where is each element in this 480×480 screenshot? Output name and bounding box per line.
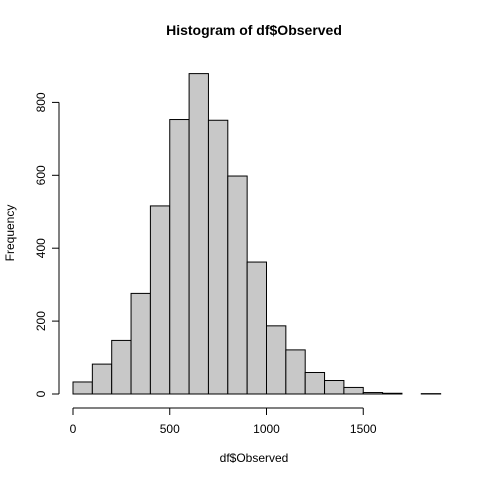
y-axis: 0 200 400 600 800 bbox=[34, 92, 60, 397]
histogram-bar-1200-1300 bbox=[304, 371, 326, 395]
x-tick-label: 500 bbox=[160, 422, 180, 436]
y-tick-label: 800 bbox=[34, 92, 48, 112]
histogram-bar-800-900 bbox=[227, 175, 248, 395]
histogram-bar-1600-1700 bbox=[382, 392, 403, 395]
x-axis-label: df$Observed bbox=[220, 451, 289, 465]
x-tick-label: 0 bbox=[70, 422, 77, 436]
y-tick-label: 600 bbox=[34, 165, 48, 185]
histogram-bar-1000-1100 bbox=[266, 325, 287, 395]
histogram-bar-1300-1400 bbox=[324, 380, 345, 395]
y-axis-label: Frequency bbox=[3, 205, 17, 262]
histogram-bar-1400-1500 bbox=[343, 386, 364, 395]
histogram-bar-900-1000 bbox=[246, 261, 267, 395]
chart-title: Histogram of df$Observed bbox=[166, 22, 342, 38]
histogram-bar-1100-1200 bbox=[285, 349, 306, 395]
y-tick-label: 200 bbox=[34, 311, 48, 331]
histogram-bars bbox=[72, 73, 442, 395]
histogram-bar-700-800 bbox=[207, 119, 229, 395]
histogram-bar-0-100 bbox=[72, 381, 93, 395]
histogram-bar-400-500 bbox=[149, 205, 171, 395]
histogram-bar-100-200 bbox=[91, 363, 113, 395]
x-axis: 0 500 1000 1500 bbox=[70, 407, 377, 436]
y-tick-label: 0 bbox=[34, 390, 48, 397]
histogram-bar-1500-1600 bbox=[362, 392, 384, 395]
x-tick-label: 1500 bbox=[350, 422, 377, 436]
x-tick-label: 1000 bbox=[253, 422, 280, 436]
y-tick-label: 400 bbox=[34, 238, 48, 258]
histogram-bar-200-300 bbox=[111, 339, 132, 395]
histogram-bar-300-400 bbox=[130, 292, 151, 395]
histogram-bar-500-600 bbox=[169, 119, 190, 395]
histogram-bar-600-700 bbox=[188, 73, 209, 395]
